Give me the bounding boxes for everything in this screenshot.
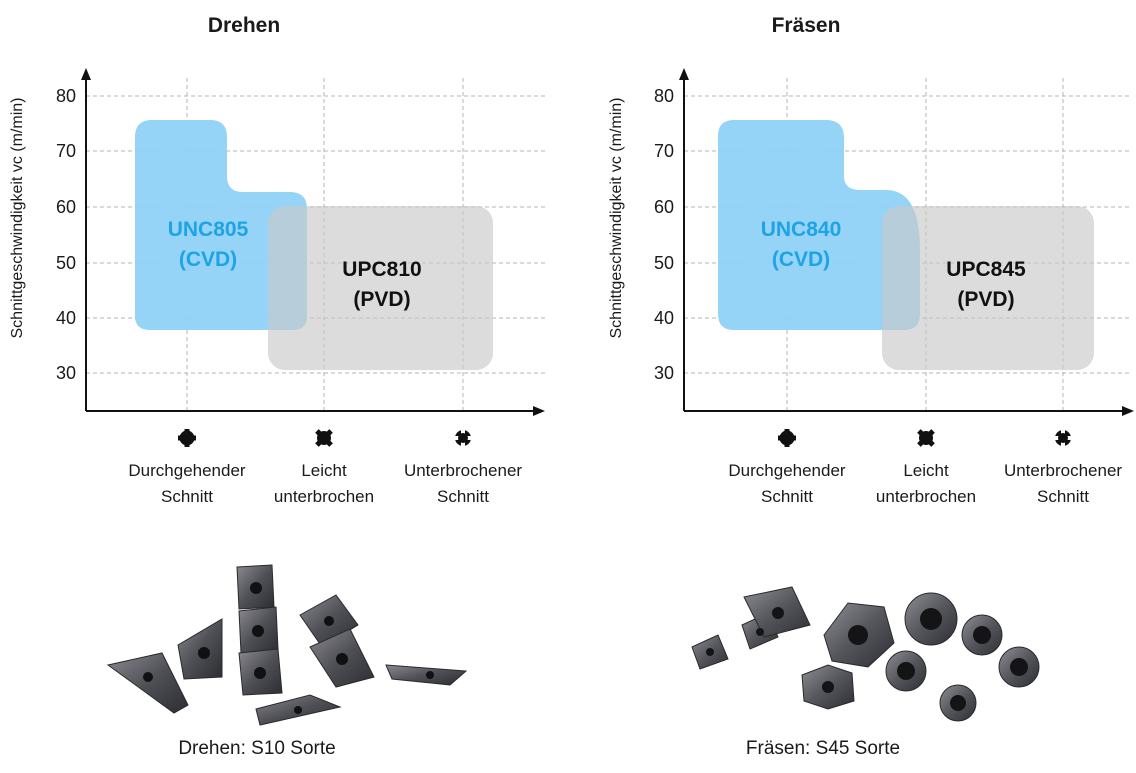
milling-panel: Fräsen UNC840 (CVD) UPC845 (PVD) 80 70 6… <box>568 0 1136 773</box>
y-tick-80: 80 <box>654 86 674 106</box>
y-tick-60: 60 <box>654 197 674 217</box>
region-label-pvd-line2: (PVD) <box>957 288 1014 311</box>
category-label-2-line1: Leicht <box>903 461 949 480</box>
region-label-pvd-line1: UPC810 <box>342 258 421 281</box>
turning-panel: Drehen UNC805 (CVD) UPC810 (PVD) 80 70 6… <box>9 14 545 759</box>
interrupted-cut-icon <box>1053 428 1073 448</box>
insert <box>106 652 189 714</box>
light-interrupted-cut-icon <box>315 429 333 447</box>
milling-inserts-photo <box>691 586 1040 722</box>
image-caption: Drehen: S10 Sorte <box>178 738 336 759</box>
y-tick-60: 60 <box>56 197 76 217</box>
axes <box>81 68 545 416</box>
turning-chart: UNC805 (CVD) UPC810 (PVD) 80 70 60 50 40… <box>9 68 545 506</box>
region-pvd <box>268 206 493 370</box>
y-tick-40: 40 <box>56 308 76 328</box>
y-tick-80: 80 <box>56 86 76 106</box>
category-label-2-line1: Leicht <box>301 461 347 480</box>
category-label-1-line1: Durchgehender <box>728 461 846 480</box>
region-pvd <box>882 206 1094 370</box>
axes <box>679 68 1134 416</box>
y-tick-30: 30 <box>56 363 76 383</box>
region-label-cvd-line2: (CVD) <box>179 248 237 271</box>
category-label-2-line2: unterbrochen <box>876 487 976 506</box>
region-cvd <box>718 120 920 330</box>
y-axis-arrow <box>679 68 689 80</box>
y-tick-70: 70 <box>654 141 674 161</box>
y-tick-40: 40 <box>654 308 674 328</box>
interrupted-cut-icon <box>453 428 473 448</box>
x-axis-arrow <box>533 406 545 416</box>
category-label-2-line2: unterbrochen <box>274 487 374 506</box>
category-label-1-line1: Durchgehender <box>128 461 246 480</box>
y-tick-70: 70 <box>56 141 76 161</box>
y-tick-30: 30 <box>654 363 674 383</box>
region-label-cvd-line2: (CVD) <box>772 248 830 271</box>
category-label-3-line2: Schnitt <box>437 487 489 506</box>
light-interrupted-cut-icon <box>917 429 935 447</box>
region-label-cvd-line1: UNC805 <box>168 218 249 241</box>
category-label-3-line2: Schnitt <box>1037 487 1089 506</box>
y-tick-50: 50 <box>56 253 76 273</box>
category-label-1-line2: Schnitt <box>761 487 813 506</box>
region-label-cvd-line1: UNC840 <box>761 218 842 241</box>
y-axis-label: Schnittgeschwindigkeit vc (m/min) <box>9 98 26 339</box>
chart-title: Drehen <box>207 14 281 37</box>
category-label-3-line1: Unterbrochener <box>404 461 522 480</box>
category-label-1-line2: Schnitt <box>161 487 213 506</box>
x-axis-arrow <box>1122 406 1134 416</box>
y-tick-50: 50 <box>654 253 674 273</box>
region-label-pvd-line1: UPC845 <box>946 258 1026 281</box>
y-axis-arrow <box>81 68 91 80</box>
region-cvd <box>135 120 307 330</box>
continuous-cut-icon <box>778 429 796 447</box>
chart-title: Fräsen <box>771 14 841 37</box>
category-label-3-line1: Unterbrochener <box>1004 461 1122 480</box>
y-axis-label: Schnittgeschwindigkeit vc (m/min) <box>608 98 625 339</box>
milling-chart: UNC840 (CVD) UPC845 (PVD) 80 70 60 50 40… <box>608 68 1134 506</box>
image-caption: Fräsen: S45 Sorte <box>745 738 901 759</box>
turning-inserts-photo <box>106 564 468 726</box>
region-label-pvd-line2: (PVD) <box>353 288 410 311</box>
continuous-cut-icon <box>178 429 196 447</box>
